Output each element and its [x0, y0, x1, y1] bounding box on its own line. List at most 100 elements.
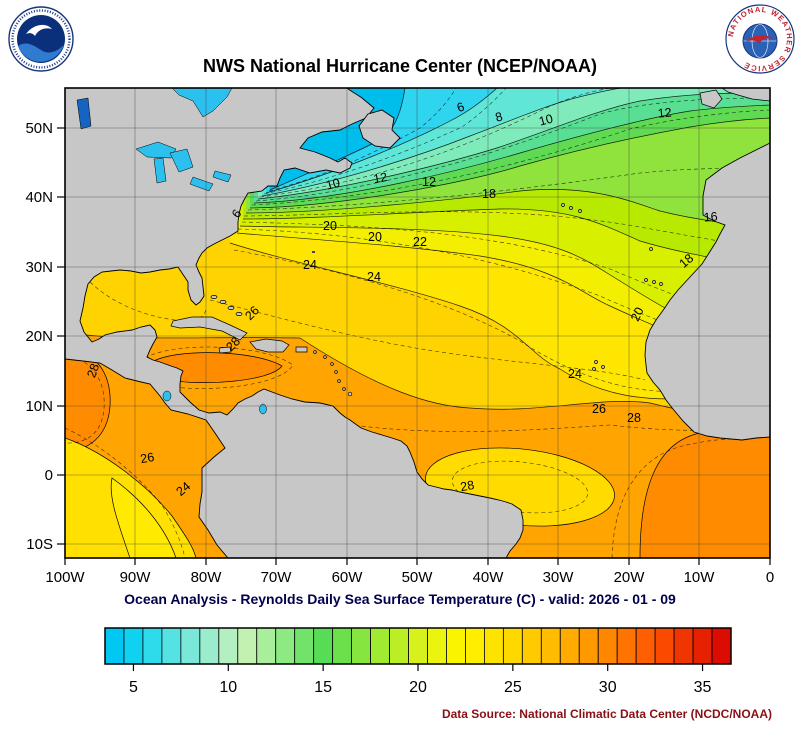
- nws-logo: NATIONAL WEATHER SERVICE: [724, 3, 796, 80]
- isotherm-dashed-tongue-25: [452, 460, 588, 514]
- isotherm-18: [242, 208, 770, 270]
- land-england: [721, 88, 770, 102]
- islands-east-atlantic: [561, 203, 663, 371]
- lake-winnipeg: [76, 97, 92, 130]
- page-title: NWS National Hurricane Center (NCEP/NOAA…: [202, 56, 598, 76]
- island-azores: [569, 206, 573, 210]
- isotherm-12: [253, 104, 770, 204]
- x-axis-tick-label: 100W: [45, 569, 85, 586]
- colorbar-cell: [104, 627, 125, 665]
- noaa-logo-ocean-wave: [18, 43, 64, 62]
- lake-maracaibo: [259, 403, 267, 415]
- island-puerto-rico: [295, 346, 308, 353]
- y-axis-tick-label: 20N: [25, 328, 53, 345]
- contour-label: 6: [455, 99, 466, 115]
- colorbar-tick-label: 30: [599, 679, 617, 696]
- contour-label: 28: [627, 411, 641, 425]
- colorbar-cell: [389, 627, 409, 665]
- colorbar-tick-label: 20: [409, 679, 427, 696]
- colorbar-cell: [351, 627, 371, 665]
- island-bahama: [235, 312, 243, 316]
- land-africa-iberia: [644, 142, 770, 441]
- x-axis-tick-label: 70W: [261, 569, 293, 586]
- contour-label: 10: [324, 176, 341, 193]
- island-madeira: [649, 247, 653, 251]
- x-axis: 100W 90W 80W 70W 60W 50W 40W 30W 20W 10W 0: [45, 558, 774, 586]
- colorbar-cell: [313, 627, 334, 665]
- isotherm-dashed-15: [247, 168, 770, 211]
- noaa-logo: [8, 6, 74, 77]
- island-bermuda: [312, 251, 315, 253]
- island-trinidad: [347, 391, 353, 397]
- x-axis-tick-label: 10W: [684, 569, 716, 586]
- colorbar-cell: [370, 627, 390, 665]
- colorbar-cell: [294, 627, 315, 665]
- contour-label: 16: [703, 209, 718, 224]
- contour-label: 18: [482, 187, 496, 201]
- colorbar-cell: [332, 627, 353, 665]
- x-axis-tick-label: 90W: [120, 569, 152, 586]
- isotherm-dashed-5: [268, 88, 457, 192]
- colorbar-tick-label: 5: [129, 679, 138, 696]
- colorbar-cell: [673, 627, 694, 665]
- colorbar-cell: [256, 627, 277, 665]
- island-azores: [578, 209, 582, 213]
- contour-label: 28: [84, 362, 102, 380]
- colorbar-cell: [180, 627, 201, 665]
- x-axis-tick-label: 80W: [191, 569, 223, 586]
- island-antilles: [334, 370, 338, 374]
- island-jamaica: [218, 346, 232, 354]
- contour-label: 10: [537, 112, 554, 129]
- island-canary: [652, 280, 656, 284]
- lake-michigan: [153, 157, 167, 184]
- island-antilles: [313, 350, 317, 354]
- contour-label: 20: [368, 230, 382, 244]
- inland-water: [76, 88, 267, 415]
- land-ireland: [699, 89, 723, 109]
- contour-label: 12: [657, 105, 672, 120]
- colorbar-cell: [161, 627, 182, 665]
- colorbar-cell: [427, 627, 447, 665]
- colorbar-tick-label: 25: [504, 679, 522, 696]
- colorbar-cell: [597, 627, 618, 665]
- island-canary: [644, 278, 648, 282]
- island-canary: [659, 282, 663, 286]
- colorbar-tick-label: 35: [694, 679, 712, 696]
- contour-label: 26: [592, 402, 606, 416]
- colorbar-cell: [578, 627, 599, 665]
- x-axis-tick-label: 60W: [332, 569, 364, 586]
- lake-erie: [189, 176, 214, 192]
- colorbar-cell: [483, 627, 504, 665]
- contour-label: 24: [303, 258, 317, 272]
- island-antilles: [330, 362, 334, 366]
- isotherm-16: [245, 189, 770, 229]
- colorbar-cell: [616, 627, 637, 665]
- isotherm-dashed-9: [259, 88, 613, 198]
- isotherm-6: [265, 88, 498, 194]
- isotherm-dashed-13: [251, 109, 770, 206]
- contour-label: 28: [459, 478, 475, 494]
- x-axis-tick-label: 30W: [543, 569, 575, 586]
- colorbar-cell: [123, 627, 144, 665]
- island-antilles: [323, 355, 327, 359]
- y-axis-tick-label: 40N: [25, 189, 53, 206]
- x-axis-tick-label: 20W: [614, 569, 646, 586]
- y-axis-tick-label: 10S: [26, 536, 53, 553]
- data-source-note: Data Source: National Climatic Data Cent…: [441, 707, 772, 721]
- x-axis-tick-label: 40W: [473, 569, 505, 586]
- colorbar: 5 10 15 20 25 30 35: [104, 627, 732, 696]
- isotherm-dashed-21: [237, 228, 770, 352]
- contour-label: 12: [372, 170, 388, 186]
- map-caption: Ocean Analysis - Reynolds Daily Sea Surf…: [124, 591, 676, 607]
- island-azores: [561, 203, 565, 207]
- contour-label: 22: [413, 235, 427, 249]
- y-axis-tick-label: 30N: [25, 259, 53, 276]
- island-cape-verde: [594, 360, 598, 364]
- grid-lines: [65, 88, 770, 558]
- hudson-james-bay: [171, 88, 233, 118]
- island-bahama: [210, 295, 218, 299]
- contour-label: 20: [628, 305, 647, 324]
- colorbar-cell: [521, 627, 542, 665]
- contour-label: 8: [494, 109, 504, 124]
